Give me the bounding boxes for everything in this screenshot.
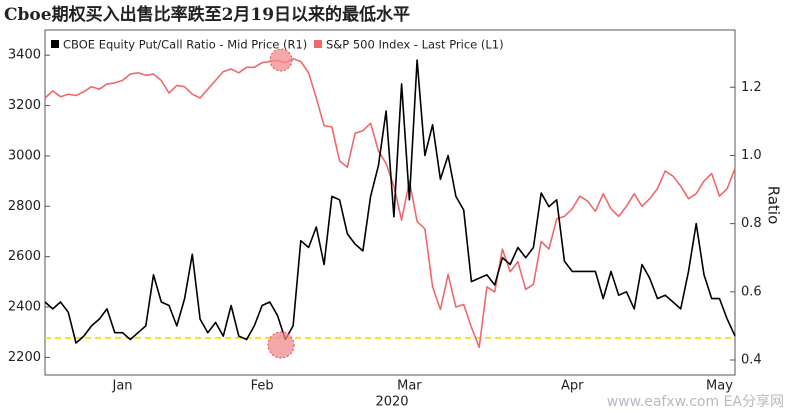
y2-tick-label: 0.6 bbox=[741, 284, 762, 299]
x-tick-label: Apr bbox=[561, 379, 584, 394]
x-tick-label: Mar bbox=[397, 379, 422, 394]
y-tick-label: 2400 bbox=[8, 300, 41, 315]
highlight-circle bbox=[269, 48, 293, 72]
plot bbox=[44, 57, 736, 349]
x-tick-label: May bbox=[706, 379, 733, 394]
y2-tick-label: 0.4 bbox=[741, 353, 762, 368]
y2-axis-label: Ratio bbox=[765, 186, 783, 225]
y-tick-label: 3000 bbox=[8, 148, 41, 163]
y-tick-label: 2800 bbox=[8, 199, 41, 214]
legend-swatch bbox=[314, 40, 322, 48]
y-tick-label: 3200 bbox=[8, 98, 41, 113]
y-tick-label: 2600 bbox=[8, 249, 41, 264]
x-axis-label: 2020 bbox=[375, 395, 408, 410]
y-tick-label: 2200 bbox=[8, 350, 41, 365]
legend-swatch bbox=[51, 40, 59, 48]
x-tick-label: Jan bbox=[112, 379, 133, 394]
watermark: www.eafxw.com EA分享网 bbox=[607, 393, 784, 410]
series-line bbox=[44, 59, 736, 344]
y2-tick-label: 0.8 bbox=[741, 216, 762, 231]
y-tick-label: 3400 bbox=[8, 48, 41, 63]
x-tick-label: Feb bbox=[251, 379, 274, 394]
legend-label: S&P 500 Index - Last Price (L1) bbox=[326, 38, 504, 52]
y2-tick-label: 1.0 bbox=[741, 148, 762, 163]
legend-label: CBOE Equity Put/Call Ratio - Mid Price (… bbox=[63, 38, 307, 52]
chart-title: Cboe期权买入出售比率跌至2月19日以来的最低水平 bbox=[4, 4, 410, 25]
highlight-circle bbox=[267, 331, 295, 359]
y2-tick-label: 1.2 bbox=[741, 80, 762, 95]
plot-frame bbox=[44, 29, 736, 376]
